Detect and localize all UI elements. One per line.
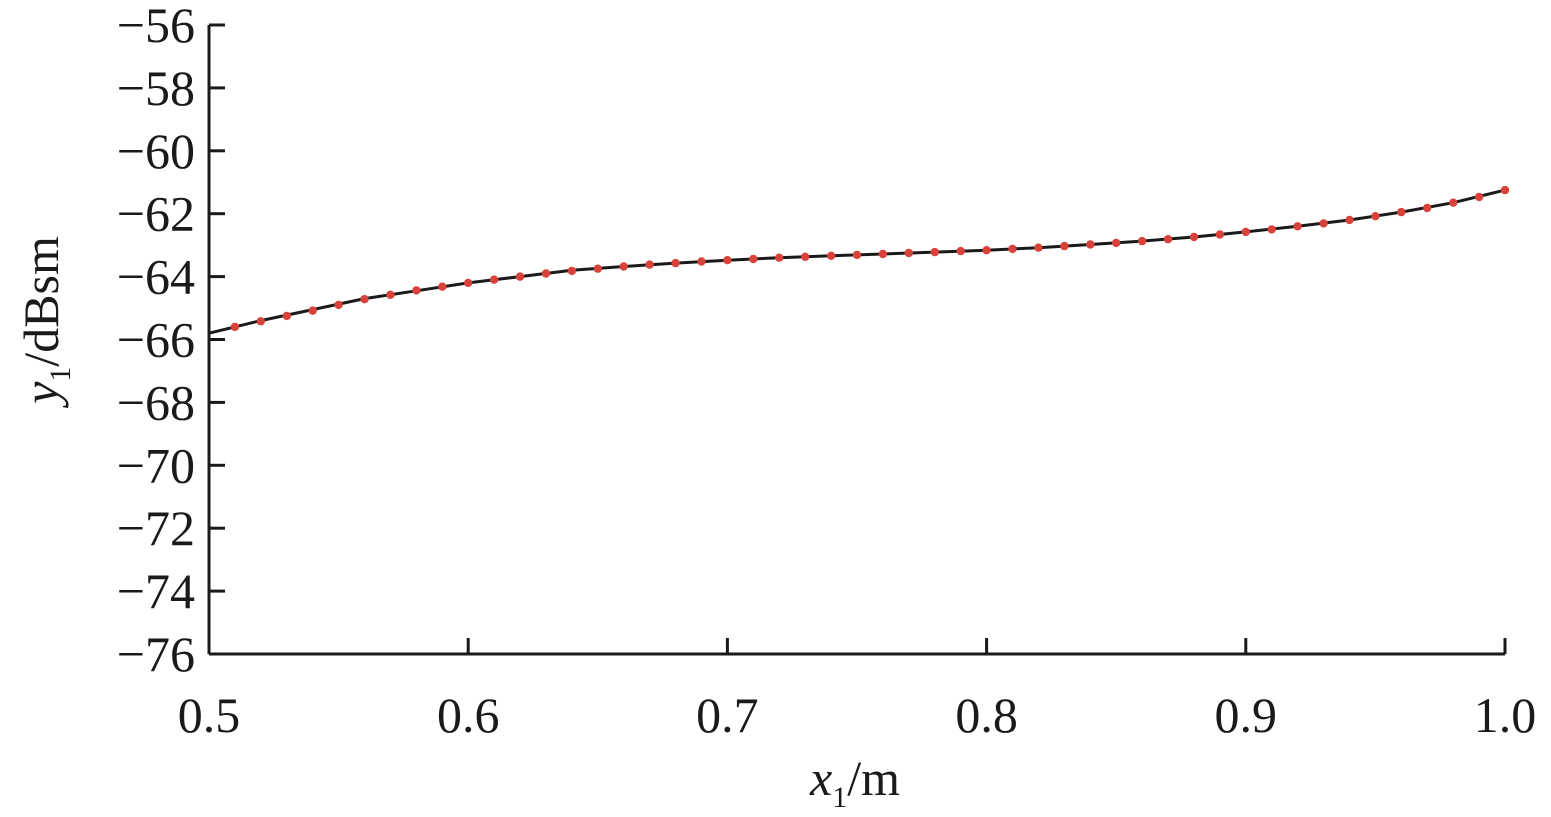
data-point [1112, 238, 1121, 248]
data-point [308, 306, 317, 315]
data-point [282, 311, 291, 321]
y-axis-title-unit: /dBsm [13, 236, 69, 367]
y-axis-title: y1/dBsm [13, 236, 77, 409]
y-tick-label: −66 [117, 312, 195, 368]
data-point [1500, 185, 1510, 195]
data-point [1293, 222, 1302, 231]
y-axis-title-var: y [13, 381, 69, 409]
x-tick-label: 0.8 [955, 687, 1018, 743]
data-point [1397, 207, 1406, 217]
data-point [334, 300, 343, 310]
x-axis-title-var: x [809, 750, 832, 806]
x-ticks: 0.5 0.6 0.7 0.8 0.9 1.0 [178, 638, 1537, 743]
y-tick-label: −56 [117, 0, 195, 53]
data-point [1008, 244, 1017, 254]
data-point [645, 260, 654, 269]
data-point [464, 278, 473, 288]
data-point [1060, 241, 1069, 251]
x-tick-label: 1.0 [1474, 687, 1537, 743]
data-point [671, 258, 680, 268]
y-tick-label: −70 [117, 437, 195, 493]
data-point [1319, 219, 1328, 228]
data-point [775, 253, 784, 262]
data-point [1189, 232, 1199, 242]
data-point [1034, 243, 1043, 252]
data-point [386, 290, 395, 299]
data-point [256, 317, 265, 326]
x-tick-label: 0.5 [178, 687, 241, 743]
data-point [1215, 230, 1225, 239]
data-point [593, 264, 602, 273]
x-tick-label: 0.6 [437, 687, 500, 743]
data-point [1086, 240, 1095, 249]
data-point [697, 257, 706, 266]
data-point [878, 249, 888, 259]
data-point [826, 251, 836, 260]
series-line [208, 188, 1506, 335]
data-point [412, 286, 421, 295]
data-point [489, 275, 499, 284]
data-point [801, 252, 810, 261]
x-axis-title-unit: /m [847, 750, 900, 806]
data-point [619, 262, 628, 271]
data-point [1137, 236, 1147, 246]
series-layer [208, 185, 1510, 335]
data-point [438, 282, 447, 291]
y-tick-label: −76 [117, 626, 195, 682]
data-point [956, 246, 965, 256]
data-point [1241, 227, 1251, 237]
y-tick-label: −62 [117, 186, 195, 242]
data-point [982, 246, 991, 255]
data-point [541, 269, 551, 278]
data-point [1423, 203, 1432, 213]
x-axis-title-sub: 1 [832, 781, 847, 814]
data-point [904, 248, 913, 258]
data-point [1449, 198, 1458, 207]
data-point [515, 272, 525, 281]
data-point [723, 256, 732, 265]
y-tick-label: −68 [117, 374, 195, 430]
y-tick-label: −60 [117, 123, 195, 179]
y-ticks: −56 −58 −60 −62 −64 −66 −68 −70 −72 −74 −76 [117, 0, 225, 682]
y-tick-label: −74 [117, 563, 195, 619]
x-tick-label: 0.7 [696, 687, 759, 743]
y-tick-label: −72 [117, 500, 195, 556]
x-axis-title: x1/m [809, 750, 900, 814]
y-tick-label: −58 [117, 60, 195, 116]
data-point [930, 247, 939, 257]
data-point [749, 254, 758, 264]
data-point [230, 322, 240, 332]
y-axis-title-sub: 1 [44, 367, 77, 382]
data-point [567, 266, 577, 276]
y-tick-label: −64 [117, 249, 195, 305]
data-point [1163, 235, 1173, 244]
data-point [360, 295, 369, 304]
data-point [1474, 192, 1484, 202]
axes [207, 25, 1505, 656]
data-point [1345, 215, 1354, 225]
x-tick-label: 0.9 [1215, 687, 1278, 743]
data-point [852, 250, 862, 260]
data-point [1371, 212, 1380, 221]
data-point [1267, 225, 1276, 234]
